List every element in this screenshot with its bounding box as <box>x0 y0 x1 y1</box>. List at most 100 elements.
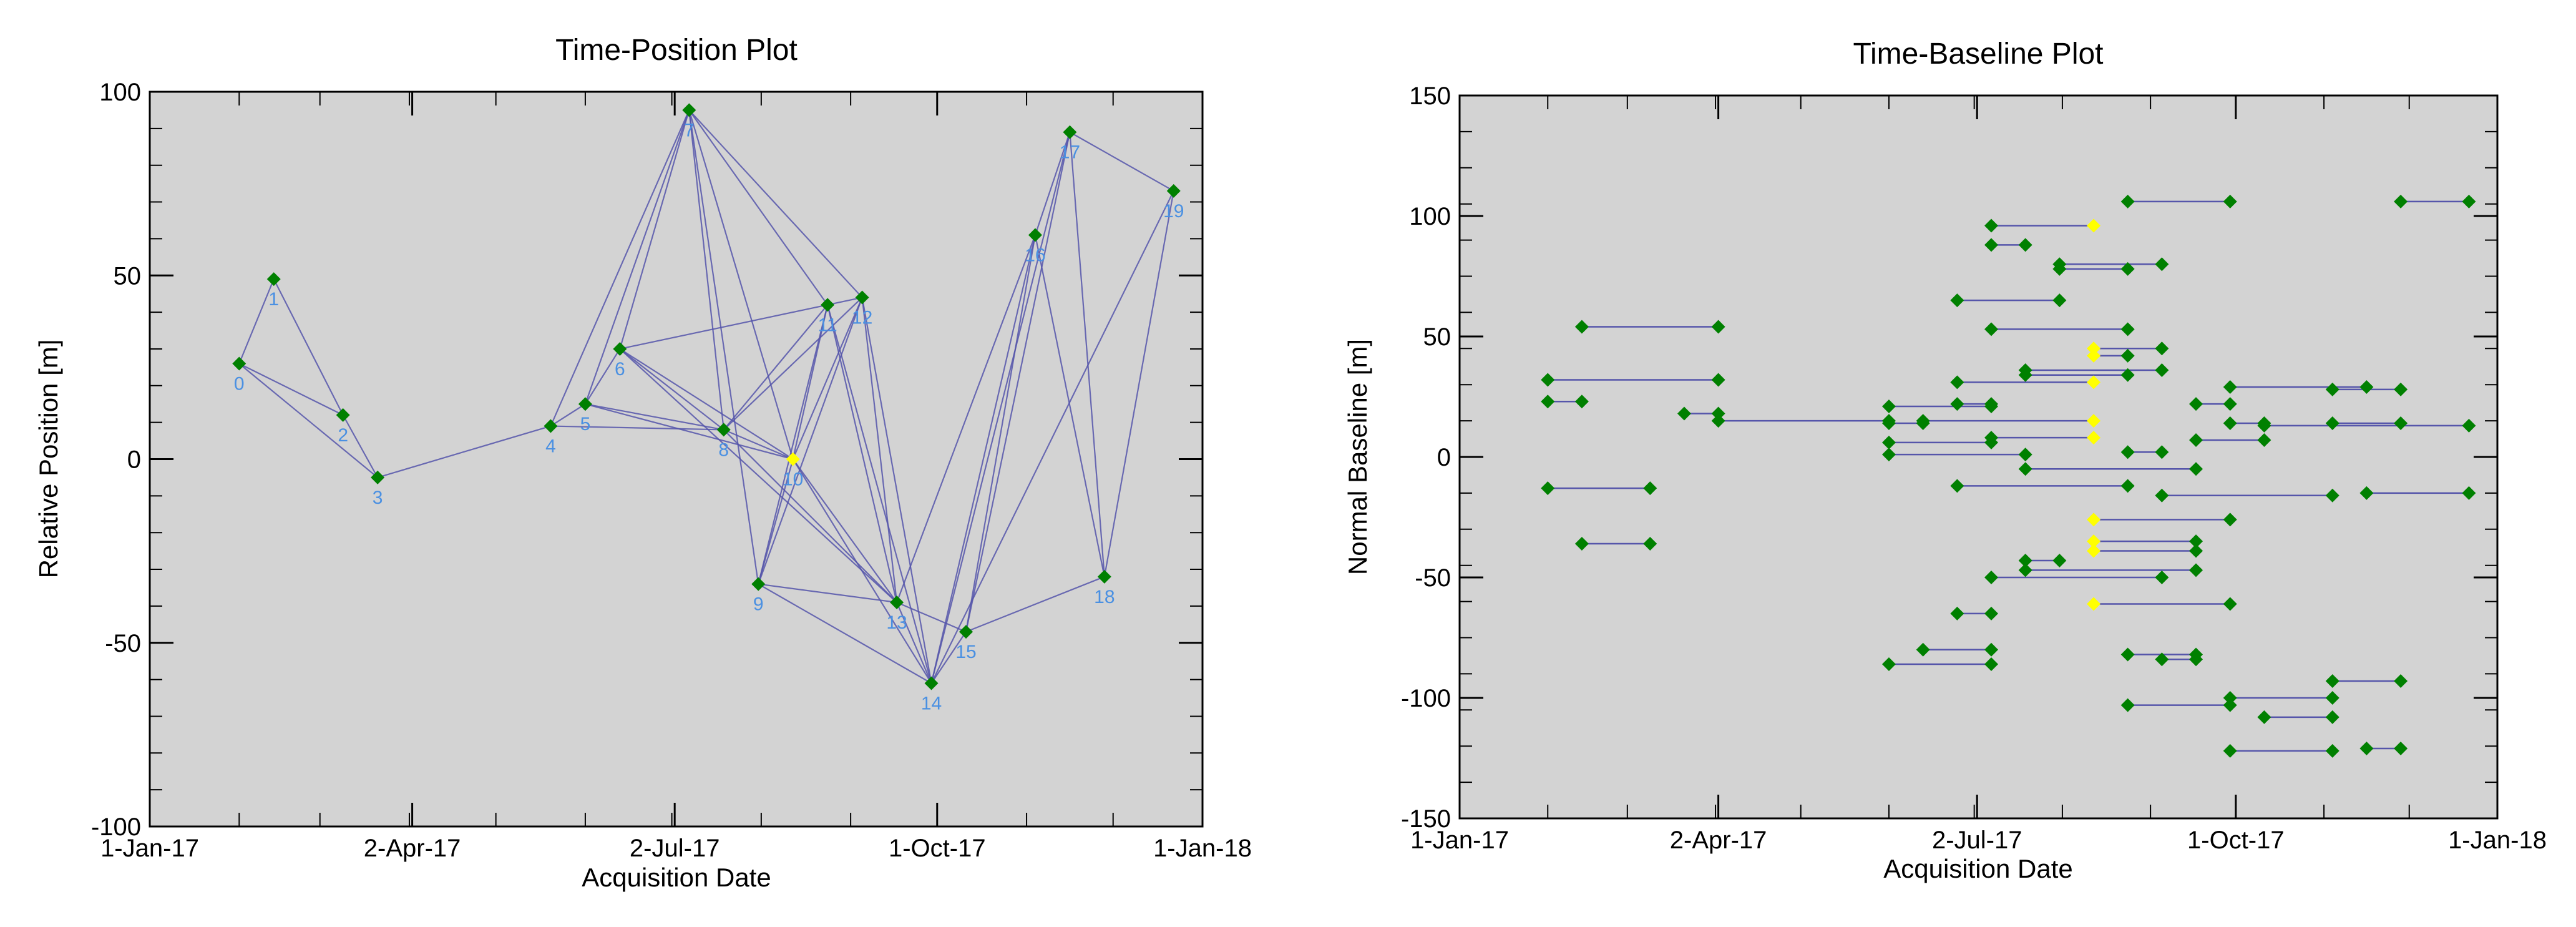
acquisition-point <box>1916 642 1930 657</box>
acquisition-point <box>924 676 939 690</box>
connection-line <box>965 132 1071 632</box>
acquisition-point <box>1881 435 1896 449</box>
acquisition-point <box>2189 563 2203 577</box>
y-tick-label: 50 <box>114 262 142 290</box>
acquisition-point <box>2359 486 2374 500</box>
acquisition-point <box>1574 536 1589 551</box>
acquisition-point <box>2189 652 2203 667</box>
point-label: 18 <box>1094 587 1115 607</box>
acquisition-point <box>751 577 766 591</box>
acquisition-point <box>2120 647 2135 662</box>
acquisition-point <box>2359 380 2374 395</box>
acquisition-point <box>1984 571 1999 584</box>
connection-line <box>792 305 829 459</box>
connection-line <box>1069 131 1174 192</box>
master-point <box>2087 414 2101 428</box>
acquisition-point <box>2325 691 2339 705</box>
master-point <box>2087 597 2101 611</box>
acquisition-point <box>1881 448 1896 462</box>
connection-line <box>238 363 378 478</box>
acquisition-point <box>2120 368 2135 382</box>
acquisition-point <box>959 625 973 639</box>
connection-line <box>965 576 1105 633</box>
connection-line <box>861 297 898 603</box>
acquisition-point <box>2223 194 2237 208</box>
connection-line <box>619 348 794 460</box>
plot-area <box>149 91 1204 828</box>
acquisition-point <box>2155 363 2169 378</box>
connection-line <box>723 304 828 431</box>
time-position-plot: 1-Jan-17 2-Apr-17 2-Jul-17 1-Oct-17 1-Jan-18… <box>34 34 1252 892</box>
acquisition-point <box>2394 416 2408 430</box>
y-axis-label: Normal Baseline [m] <box>1343 339 1372 575</box>
connection-line <box>619 110 690 350</box>
acquisition-point <box>2120 348 2135 363</box>
connection-line <box>273 278 344 416</box>
baseline-lines <box>1548 200 2469 752</box>
connection-line <box>792 458 897 603</box>
acquisition-point <box>1950 293 1964 308</box>
connection-line <box>550 109 690 426</box>
x-tick-label: 1-Oct-17 <box>889 835 986 862</box>
x-tick-label: 2-Apr-17 <box>364 835 461 862</box>
y-tick-label: -50 <box>1415 564 1451 592</box>
acquisition-point <box>1711 406 1725 421</box>
acquisition-point <box>1711 320 1725 334</box>
acquisition-point <box>716 423 731 437</box>
acquisition-point <box>1950 375 1964 390</box>
acquisition-point <box>2120 479 2135 493</box>
x-tick-label: 1-Oct-17 <box>2187 826 2285 854</box>
acquisition-point <box>2120 322 2135 336</box>
acquisition-point <box>2257 418 2271 433</box>
acquisition-point <box>2257 433 2271 447</box>
point-label: 5 <box>580 414 591 434</box>
acquisition-point <box>2120 262 2135 276</box>
acquisition-point <box>1984 218 1999 233</box>
point-label: 11 <box>818 315 837 335</box>
y-axis-label: Relative Position [m] <box>34 340 63 579</box>
acquisition-point <box>2155 341 2169 356</box>
point-label: 13 <box>886 612 907 633</box>
connection-line <box>758 583 897 604</box>
chart-title: Time-Position Plot <box>555 34 798 67</box>
connection-line <box>758 305 829 584</box>
y-tick-label: 50 <box>1423 323 1451 351</box>
acquisition-point <box>2155 445 2169 459</box>
acquisition-point <box>2223 691 2237 705</box>
connection-line <box>792 458 932 684</box>
y-tick-label: 0 <box>127 446 141 474</box>
x-tick-label: 1-Jan-18 <box>1153 835 1252 862</box>
acquisition-point <box>1028 228 1042 242</box>
master-point <box>2087 544 2101 558</box>
chart-title: Time-Baseline Plot <box>1853 37 2103 71</box>
acquisition-point <box>821 298 835 312</box>
acquisition-point <box>613 341 627 356</box>
acquisition-point <box>371 470 385 484</box>
connection-line <box>965 235 1037 632</box>
acquisition-point <box>2155 257 2169 272</box>
acquisition-point <box>1984 657 1999 671</box>
connection-line <box>758 297 863 584</box>
connection-line <box>1034 235 1105 577</box>
point-label: 19 <box>1163 201 1184 222</box>
connection-line <box>688 109 829 305</box>
acquisition-point <box>266 272 281 287</box>
acquisition-point <box>2155 652 2169 667</box>
master-point <box>2087 513 2101 527</box>
y-tick-label: -100 <box>91 813 141 841</box>
acquisition-point <box>2120 445 2135 459</box>
acquisition-point <box>1984 642 1999 657</box>
acquisition-point <box>1063 125 1077 139</box>
acquisition-point <box>2189 534 2203 549</box>
acquisition-point <box>2052 553 2067 567</box>
point-label: 6 <box>615 359 625 380</box>
connection-line <box>792 297 863 459</box>
acquisition-point <box>855 290 869 305</box>
x-tick-label: 2-Jul-17 <box>1932 826 2022 854</box>
point-label: 4 <box>545 436 556 457</box>
connection-line <box>930 631 967 684</box>
acquisition-point <box>2394 382 2408 396</box>
acquisition-point <box>1711 414 1725 428</box>
connection-line <box>585 403 724 431</box>
